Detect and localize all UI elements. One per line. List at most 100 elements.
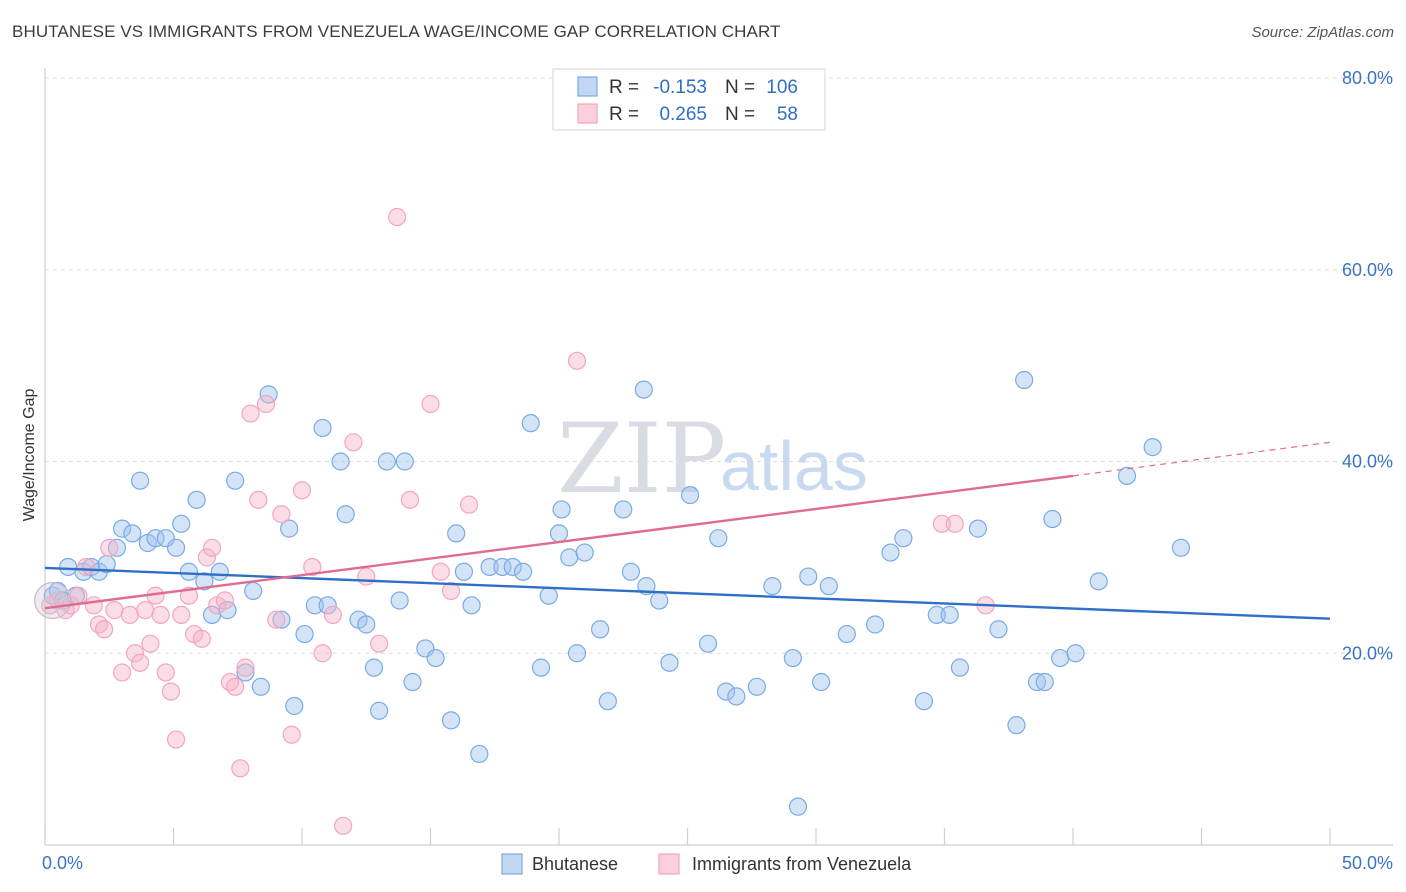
trend-lines	[44, 441, 1331, 620]
bhutanese-point-26	[244, 581, 263, 601]
venezuela-point-23	[179, 586, 199, 605]
bhutanese-point-92	[968, 519, 988, 538]
bhutanese-point-78	[747, 677, 766, 696]
bhutanese-point-95	[1015, 370, 1034, 390]
bhutanese-point-39	[357, 615, 376, 634]
bhutanese-point-31	[285, 696, 304, 716]
bhutanese-point-100	[1066, 644, 1085, 663]
bhutanese-point-79	[763, 577, 782, 596]
bhutanese-point-96	[1027, 672, 1047, 692]
source-label: Source: ZipAtlas.com	[1251, 24, 1394, 41]
bhutanese-point-98	[1043, 509, 1062, 529]
venezuela-point-5	[77, 557, 96, 577]
venezuela-point-19	[156, 663, 175, 682]
bhutanese-point-57	[521, 414, 540, 433]
bhutanese-point-45	[403, 672, 422, 692]
bhutanese-point-60	[549, 524, 569, 543]
bhutanese-point-86	[881, 543, 900, 562]
bhutanese-point-62	[560, 548, 579, 567]
venezuela-point-50	[421, 394, 440, 414]
bhutanese-point-105	[788, 797, 808, 816]
bhutanese-point-76	[716, 682, 736, 701]
bhutanese-point-59	[539, 586, 558, 605]
y-tick-labels: 20.0% 40.0% 60.0% 80.0%	[1342, 68, 1393, 663]
venezuela-point-20	[161, 682, 181, 701]
bhutanese-point-81	[799, 567, 818, 586]
bhutanese-point-67	[614, 500, 633, 519]
bhutanese-point-32	[295, 624, 314, 644]
bhutanese-point-65	[591, 620, 610, 639]
cluster-point	[34, 581, 72, 620]
trend-line-0	[44, 566, 1331, 620]
venezuela-point-33	[236, 658, 255, 677]
gridlines	[45, 77, 1393, 654]
bhutanese-point-85	[866, 615, 885, 634]
venezuela-point-51	[431, 562, 450, 581]
bhutanese-point-71	[650, 591, 669, 610]
bhutanese-point-12	[130, 471, 150, 490]
bhutanese-point-56	[513, 562, 533, 581]
y-tick-label-1: 40.0%	[1342, 452, 1393, 472]
bhutanese-point-84	[837, 624, 856, 644]
bhutanese-point-40	[364, 658, 384, 677]
bhutanese-point-43	[390, 591, 409, 610]
bhutanese-point-50	[454, 562, 474, 581]
venezuela-point-43	[323, 605, 342, 625]
venezuela-point-29	[215, 591, 234, 610]
venezuela-point-49	[400, 490, 420, 509]
bhutanese-point-51	[462, 596, 481, 615]
bhutanese-point-33	[305, 596, 324, 615]
bhutanese-point-68	[621, 562, 641, 581]
legend-r-value-1: -0.153	[653, 77, 707, 98]
bhutanese-point-1	[48, 581, 67, 601]
bottom-legend-swatch-venezuela	[658, 853, 680, 875]
bhutanese-point-77	[727, 687, 746, 706]
bhutanese-point-14	[146, 529, 165, 548]
bhutanese-point-74	[698, 634, 718, 653]
venezuela-point-32	[231, 759, 250, 778]
bhutanese-point-36	[331, 452, 350, 471]
bhutanese-point-99	[1051, 648, 1070, 668]
venezuela-point-22	[172, 605, 191, 625]
series-0-points	[43, 370, 1191, 816]
bhutanese-point-30	[280, 519, 299, 538]
legend-n-label-2: N =	[725, 104, 755, 125]
series-1-points	[41, 207, 995, 835]
legend-r-value-2: 0.265	[659, 104, 707, 125]
venezuela-point-44	[334, 816, 353, 835]
venezuela-point-14	[130, 653, 150, 672]
bhutanese-point-53	[480, 557, 499, 577]
bhutanese-point-55	[503, 557, 522, 577]
series-points	[34, 207, 1191, 835]
venezuela-point-39	[282, 725, 301, 744]
bhutanese-point-101	[1089, 572, 1108, 591]
bhutanese-point-20	[195, 572, 214, 591]
venezuela-point-8	[95, 620, 114, 639]
bhutanese-point-93	[989, 620, 1008, 639]
bhutanese-point-63	[567, 644, 587, 663]
bottom-legend-label-venezuela: Immigrants from Venezuela	[692, 854, 912, 874]
bhutanese-point-58	[531, 658, 551, 677]
bottom-legend-label-bhutanese: Bhutanese	[532, 854, 618, 874]
bhutanese-point-104	[1171, 538, 1191, 557]
bhutanese-point-87	[894, 529, 913, 548]
venezuela-point-16	[141, 634, 160, 653]
bhutanese-point-44	[395, 452, 414, 471]
watermark-zip: ZIP	[557, 403, 726, 515]
bhutanese-point-10	[112, 519, 132, 538]
venezuela-point-27	[202, 538, 222, 557]
venezuela-point-54	[567, 351, 587, 370]
bhutanese-point-72	[660, 653, 679, 672]
x-tick-label-0: 0.0%	[42, 853, 83, 873]
bhutanese-point-52	[470, 744, 489, 764]
legend-r-label-2: R =	[609, 104, 639, 125]
bhutanese-point-61	[552, 500, 571, 519]
venezuela-point-26	[197, 548, 217, 567]
venezuela-point-42	[313, 644, 332, 663]
watermark: ZIP atlas	[557, 403, 868, 515]
venezuela-point-21	[166, 730, 186, 749]
y-tick-label-0: 20.0%	[1342, 643, 1393, 663]
venezuela-point-18	[151, 605, 170, 625]
venezuela-point-40	[292, 481, 312, 500]
